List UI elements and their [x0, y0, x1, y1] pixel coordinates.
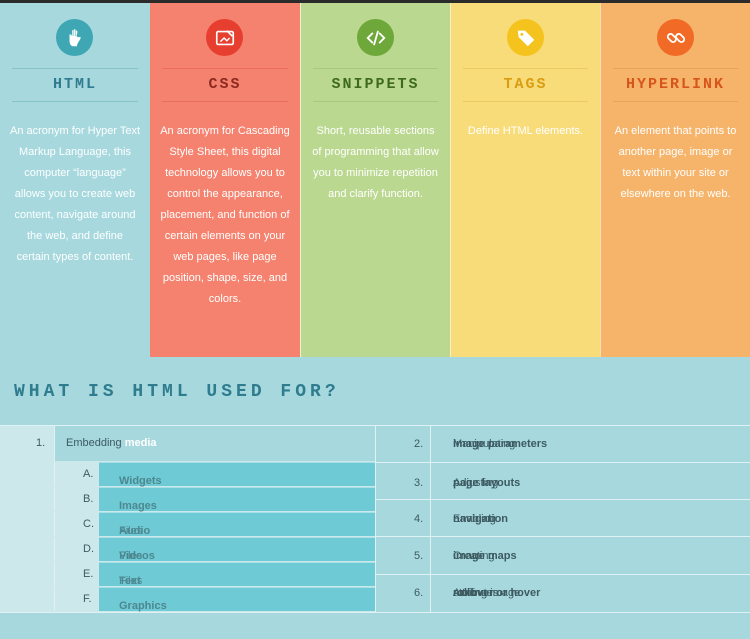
- list-subitem: B. Images: [54, 487, 375, 512]
- list-item: 4. Enabling navigation: [375, 499, 750, 536]
- column-description: An element that points to another page, …: [614, 125, 737, 200]
- item-highlight: image parameters: [453, 438, 548, 450]
- list-item: 1. Embedding media: [0, 426, 376, 461]
- subitem-highlight: Videos: [119, 550, 155, 562]
- divider: [12, 101, 138, 102]
- list-subitem: D. Videos Files: [54, 537, 375, 562]
- item-text: Embedding: [66, 437, 125, 449]
- column-snippets: SNIPPETS Short, reusable sections of pro…: [300, 3, 450, 357]
- column-title: HYPERLINK: [625, 76, 725, 93]
- item-number: 5.: [414, 550, 424, 562]
- list-item: 3. Adjusting page layouts: [375, 462, 750, 499]
- definitions-columns: HTML An acronym for Hyper Text Markup La…: [0, 3, 750, 357]
- subitem-highlight: Widgets: [119, 475, 162, 487]
- list-subitem: A. Widgets: [54, 462, 375, 487]
- item-highlight: media: [124, 437, 157, 449]
- item-text: Adding image: [453, 587, 521, 599]
- divider: [313, 68, 438, 69]
- column-title: HTML: [52, 76, 97, 93]
- subitem-letter: A.: [83, 468, 94, 480]
- item-highlight: image maps: [453, 550, 517, 562]
- item-number: 4.: [414, 513, 424, 525]
- item-text: Manipulating: [453, 438, 516, 450]
- item-number: 1.: [36, 437, 46, 449]
- item-text-after: attributes: [453, 587, 499, 599]
- subitem-highlight: Text: [119, 575, 141, 587]
- subitem-letter: B.: [83, 493, 94, 505]
- list-subitem: E. Text Files: [54, 562, 375, 587]
- section-heading: WHAT IS HTML USED FOR?: [14, 382, 340, 402]
- divider: [613, 101, 738, 102]
- list-item: 5. Creating image maps: [375, 536, 750, 574]
- column-description: An acronym for Hyper Text Markup Languag…: [10, 125, 141, 263]
- subitem-letter: C.: [83, 518, 94, 530]
- column-css: CSS An acronym for Cascading Style Sheet…: [150, 3, 300, 357]
- item-number: 6.: [414, 587, 424, 599]
- subitem-text: Files: [119, 575, 143, 587]
- subitem-letter: D.: [83, 543, 94, 555]
- uses-list-left: 1. Embedding media A. Widgets B. Images …: [0, 425, 376, 613]
- subitem-text: Files: [119, 525, 143, 537]
- list-subitem: C. Audio Files: [54, 512, 375, 537]
- divider: [162, 101, 288, 102]
- code-icon: [357, 19, 394, 56]
- divider: [12, 68, 138, 69]
- divider: [313, 101, 438, 102]
- item-text: Adjusting: [453, 477, 499, 489]
- divider: [613, 68, 738, 69]
- column-html: HTML An acronym for Hyper Text Markup La…: [0, 3, 150, 357]
- divider: [463, 68, 588, 69]
- list-subitem: F. Graphics: [54, 587, 375, 612]
- column-tags: TAGS Define HTML elements.: [450, 3, 600, 357]
- tag-icon: [507, 19, 544, 56]
- ok-hand-icon: [56, 19, 93, 56]
- item-highlight: page layouts: [453, 477, 521, 489]
- item-number: 3.: [414, 477, 424, 489]
- list-item: 2. Manipulating image parameters: [375, 425, 750, 462]
- divider: [463, 101, 588, 102]
- link-icon: [657, 19, 694, 56]
- subitem-text: Files: [119, 550, 143, 562]
- column-title: SNIPPETS: [331, 76, 420, 93]
- subitem-letter: F.: [83, 593, 92, 605]
- bottom-band: [0, 612, 750, 639]
- item-text: Enabling: [453, 513, 496, 525]
- subitem-highlight: Graphics: [119, 600, 167, 612]
- top-bar: [0, 0, 750, 3]
- column-description: Short, reusable sections of programming …: [312, 125, 439, 200]
- list-item: 6. Adding image rollover or hover attrib…: [375, 574, 750, 612]
- subitem-highlight: Audio: [119, 525, 151, 537]
- uses-list-right: 2. Manipulating image parameters 3. Adju…: [375, 425, 750, 612]
- item-number: 2.: [414, 438, 424, 450]
- column-title: CSS: [208, 76, 242, 93]
- column-description: Define HTML elements.: [467, 125, 584, 137]
- item-text: Creating: [453, 550, 495, 562]
- subitem-letter: E.: [83, 568, 94, 580]
- item-highlight: navigation: [453, 513, 509, 525]
- item-highlight: rollover or hover: [453, 587, 541, 599]
- column-hyperlink: HYPERLINK An element that points to anot…: [600, 3, 750, 357]
- paint-canvas-icon: [206, 19, 243, 56]
- column-description: An acronym for Cascading Style Sheet, th…: [160, 125, 290, 305]
- subitem-highlight: Images: [119, 500, 157, 512]
- divider: [162, 68, 288, 69]
- column-title: TAGS: [503, 76, 548, 93]
